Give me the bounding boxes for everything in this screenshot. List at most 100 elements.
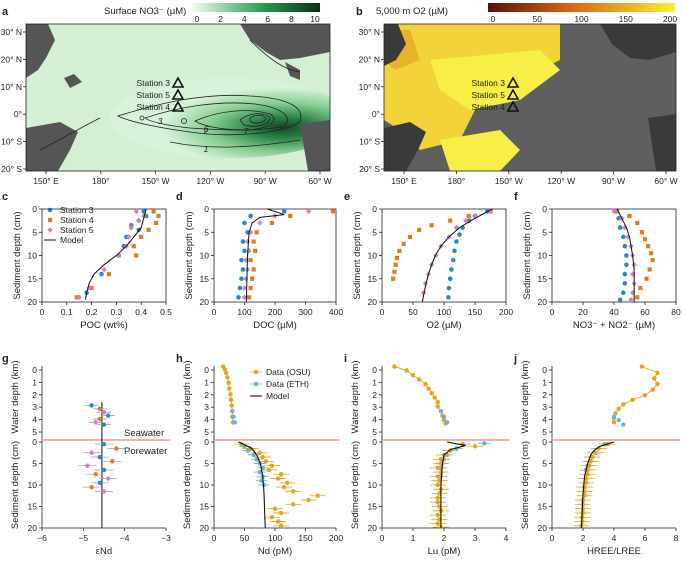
station-label: Station 4 xyxy=(136,102,170,112)
station-label: Station 5 xyxy=(136,90,170,100)
water-ytick-label: 1 xyxy=(204,377,209,387)
xtick-label: 8 xyxy=(674,533,679,543)
osu-line xyxy=(394,366,446,424)
sed-ytick-label: 15 xyxy=(368,502,378,512)
ytick-label: 0 xyxy=(542,204,547,214)
osu-point xyxy=(613,411,618,416)
data-point xyxy=(248,258,253,263)
xtick-label: 40 xyxy=(609,307,619,317)
osu-point xyxy=(472,444,478,449)
data-point xyxy=(446,285,452,291)
map-xtick-label: 60° W xyxy=(308,176,331,186)
data-point xyxy=(453,224,459,231)
data-point xyxy=(99,271,104,277)
osu-point xyxy=(222,367,228,372)
water-ytick-label: 0 xyxy=(542,365,547,375)
sed-ytick-label: 10 xyxy=(538,480,548,490)
xtick-label: 0.3 xyxy=(110,307,122,317)
osu-point xyxy=(435,521,440,526)
data-point xyxy=(393,262,398,267)
osu-point xyxy=(432,395,437,400)
data-point xyxy=(647,267,652,272)
map-ytick-label: 20° S xyxy=(1,164,22,174)
data-point xyxy=(487,208,494,215)
data-point xyxy=(239,276,244,282)
water-ytick-label: 5 xyxy=(542,427,547,437)
eth-point xyxy=(257,469,262,475)
osu-point xyxy=(587,463,592,468)
y-axis-label: Sediment depth (cm) xyxy=(12,211,23,299)
data-point xyxy=(631,262,637,268)
legend-label: Station 3 xyxy=(60,205,94,215)
colorbar-tick-label: 200 xyxy=(663,14,677,24)
data-point xyxy=(89,403,94,408)
eth-point xyxy=(611,414,617,419)
osu-point xyxy=(285,480,290,486)
osu-point xyxy=(291,489,296,494)
data-point xyxy=(93,472,98,477)
panel-f-label: f xyxy=(514,191,518,203)
osu-point xyxy=(590,454,595,460)
eth-point xyxy=(482,441,487,446)
water-ytick-label: 0 xyxy=(204,365,209,375)
contour-label: 3 xyxy=(158,116,163,126)
water-ytick-label: 4 xyxy=(542,415,547,425)
osu-point xyxy=(435,482,440,488)
data-point xyxy=(89,450,94,455)
ytick-label: 15 xyxy=(538,274,548,284)
data-point xyxy=(401,241,406,246)
data-point xyxy=(630,289,636,296)
water-ytick-label: 5 xyxy=(372,427,377,437)
legend-label: Station 4 xyxy=(60,215,94,225)
data-point xyxy=(621,234,626,240)
ytick-label: 5 xyxy=(372,227,377,237)
data-point xyxy=(136,217,142,224)
legend-label: Model xyxy=(60,235,83,245)
data-point xyxy=(97,406,103,412)
legend-marker xyxy=(47,207,53,213)
sed-ytick-label: 20 xyxy=(368,523,378,533)
data-point xyxy=(281,209,287,214)
legend-marker xyxy=(47,227,53,233)
data-point xyxy=(151,209,156,214)
xtick-label: 50 xyxy=(408,307,418,317)
osu-point xyxy=(616,406,621,412)
xtick-label: 200 xyxy=(329,533,343,543)
eth-point xyxy=(441,414,447,419)
water-ytick-label: 2 xyxy=(204,390,209,400)
data-point xyxy=(638,285,643,291)
ytick-label: 5 xyxy=(32,227,37,237)
colorbar-tick-label: 50 xyxy=(533,14,543,24)
xtick-label: 150 xyxy=(298,533,312,543)
data-point xyxy=(106,272,112,277)
ytick-label: 20 xyxy=(28,297,38,307)
osu-point xyxy=(588,459,593,464)
legend-label: Model xyxy=(266,391,289,401)
map-xtick-label: 120° W xyxy=(547,176,575,186)
data-point xyxy=(116,252,122,259)
water-ytick-label: 4 xyxy=(372,415,377,425)
water-ytick-label: 5 xyxy=(32,427,37,437)
y-axis-label-sediment: Sediment depth (cm) xyxy=(350,441,361,529)
data-point xyxy=(288,213,293,219)
colorbar-tick-label: 2 xyxy=(218,14,223,24)
osu-point xyxy=(272,506,278,511)
data-point xyxy=(141,213,147,219)
legend-label: Data (OSU) xyxy=(266,367,311,377)
osu-point xyxy=(583,480,589,486)
station-label: Station 4 xyxy=(471,102,505,112)
model-line xyxy=(238,441,266,529)
map-ytick-label: 30° N xyxy=(1,27,22,37)
sed-ytick-label: 0 xyxy=(32,437,37,447)
panel-g-label: g xyxy=(2,353,9,365)
water-ytick-label: 1 xyxy=(542,377,547,387)
map-ytick-label: 20° N xyxy=(359,54,380,64)
water-ytick-label: 1 xyxy=(372,377,377,387)
data-point xyxy=(242,220,247,226)
osu-point xyxy=(228,397,234,403)
data-point xyxy=(466,213,471,219)
data-point xyxy=(617,225,623,230)
osu-point xyxy=(291,502,296,507)
